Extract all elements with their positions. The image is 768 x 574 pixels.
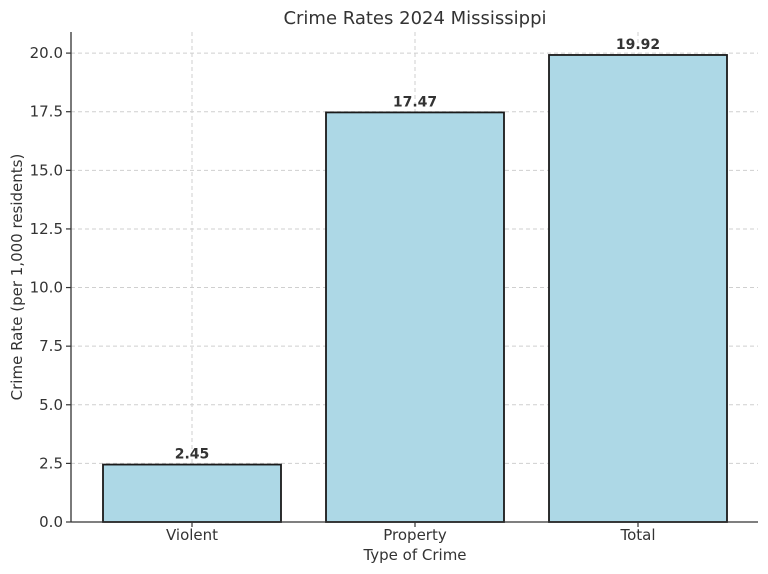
x-tick-label: Property [383,526,447,544]
y-tick-label: 7.5 [39,337,63,355]
bar [325,111,505,523]
x-tick-label: Violent [166,526,218,544]
bar-value-label: 17.47 [393,94,437,110]
chart-title: Crime Rates 2024 Mississippi [283,8,546,29]
y-tick-label: 2.5 [39,454,63,472]
y-tick-label: 15.0 [30,161,63,179]
y-tick-label: 17.5 [30,103,63,121]
y-tick-label: 20.0 [30,44,63,62]
x-tick-label: Total [619,526,655,544]
y-tick-label: 0.0 [39,513,63,531]
bar [102,463,282,523]
labels-layer: 2.45 17.47 19.92 [175,37,660,463]
bar-value-label: 19.92 [616,37,660,53]
y-tick-label: 10.0 [30,279,63,297]
bar [548,54,728,523]
y-tick-label: 12.5 [30,220,63,238]
y-tick-label: 5.0 [39,396,63,414]
bar-value-label: 2.45 [175,447,210,463]
y-axis-label: Crime Rate (per 1,000 residents) [8,154,26,401]
ticks-layer: 0.0 2.5 5.0 7.5 10.0 12.5 15.0 17.5 20.0 Violent P… [30,44,656,544]
x-axis-label: Type of Crime [362,546,466,564]
bars-layer [102,54,728,523]
